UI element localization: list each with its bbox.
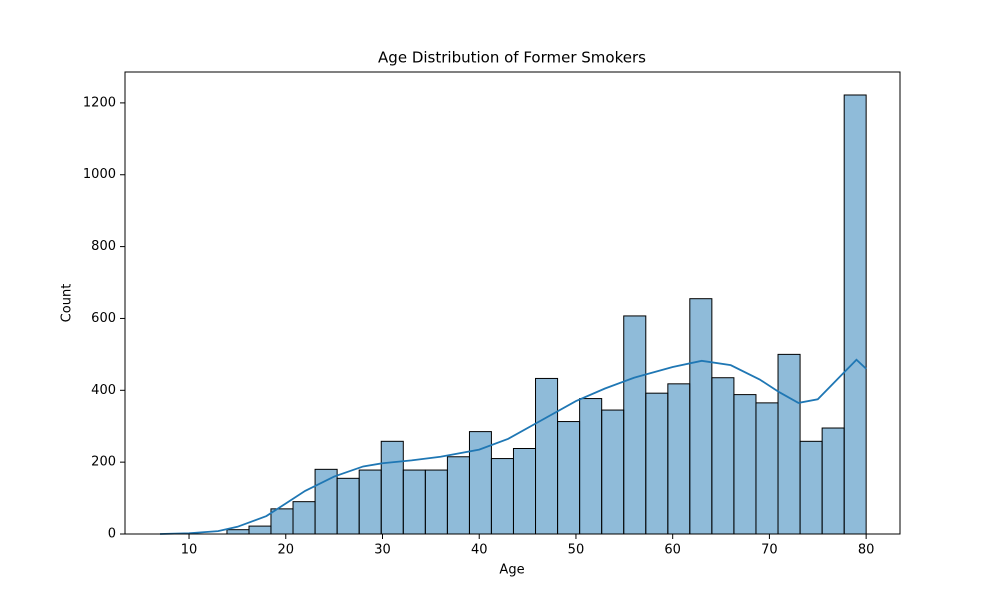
bar	[226, 529, 250, 535]
bar	[248, 525, 272, 535]
bar	[843, 94, 867, 535]
bar	[579, 398, 603, 535]
y-axis-label: Count	[60, 284, 75, 323]
x-tick-label: 30	[374, 543, 391, 558]
bar	[777, 353, 801, 535]
bar	[821, 427, 845, 535]
bar	[314, 468, 338, 535]
bar	[667, 383, 691, 535]
bar	[380, 440, 404, 535]
bar	[490, 458, 514, 535]
x-tick-label: 70	[761, 543, 778, 558]
chart-title: Age Distribution of Former Smokers	[378, 49, 646, 67]
bar	[535, 377, 559, 535]
kde-line	[159, 358, 867, 535]
x-tick-label: 40	[471, 543, 488, 558]
x-axis-label: Age	[499, 563, 524, 578]
y-tick-label: 400	[91, 383, 116, 398]
bar	[733, 394, 757, 535]
y-tick-label: 1000	[83, 167, 116, 182]
y-tick-label: 600	[91, 311, 116, 326]
y-tick-label: 200	[91, 455, 116, 470]
bar	[799, 440, 823, 535]
x-tick-label: 50	[568, 543, 585, 558]
bar	[601, 409, 625, 535]
bar	[512, 447, 537, 535]
bar	[689, 298, 713, 535]
y-tick-label: 800	[91, 239, 116, 254]
y-tick-label: 1200	[83, 95, 116, 110]
bar	[446, 456, 470, 535]
x-tick-label: 10	[181, 543, 198, 558]
bar	[402, 469, 426, 535]
bar	[711, 377, 735, 535]
y-tick-label: 0	[108, 527, 116, 542]
bar	[336, 477, 360, 535]
bar	[645, 392, 669, 535]
bar	[358, 469, 382, 535]
bar	[755, 402, 779, 535]
bar	[270, 508, 294, 535]
x-tick-label: 60	[664, 543, 681, 558]
bar	[623, 315, 647, 535]
bar	[557, 421, 581, 535]
plot-frame	[124, 71, 901, 535]
bar	[292, 501, 316, 535]
x-tick-label: 80	[858, 543, 875, 558]
x-tick-label: 20	[277, 543, 294, 558]
bar	[424, 469, 448, 535]
